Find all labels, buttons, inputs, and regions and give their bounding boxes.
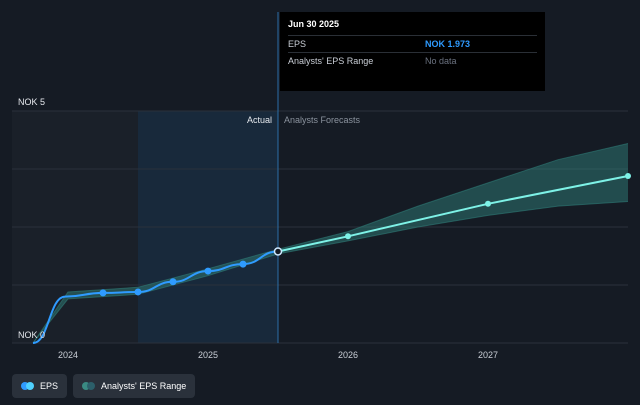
legend: EPS Analysts' EPS Range xyxy=(12,374,196,398)
eps-point[interactable] xyxy=(134,288,142,296)
eps-point[interactable] xyxy=(273,247,283,256)
x-tick-label: 2024 xyxy=(58,350,78,360)
legend-item-range[interactable]: Analysts' EPS Range xyxy=(73,374,196,398)
tooltip-range-value: No data xyxy=(425,56,457,66)
tooltip-date: Jun 30 2025 xyxy=(288,19,340,29)
tooltip-range-label: Analysts' EPS Range xyxy=(288,56,374,66)
y-tick-label-top: NOK 5 xyxy=(18,97,45,107)
legend-item-eps[interactable]: EPS xyxy=(12,374,68,398)
forecast-point[interactable] xyxy=(345,233,351,240)
tooltip-row-range: Analysts' EPS Range No data xyxy=(288,52,537,69)
eps-point[interactable] xyxy=(99,289,107,297)
y-tick-label-bottom: NOK 0 xyxy=(18,330,45,340)
eps-forecast-line xyxy=(277,175,629,253)
eps-point[interactable] xyxy=(239,260,247,268)
tooltip-row-eps: EPS NOK 1.973 xyxy=(288,35,537,52)
eps-legend-icon xyxy=(21,382,34,390)
legend-range-label: Analysts' EPS Range xyxy=(101,381,187,391)
eps-point[interactable] xyxy=(169,278,177,286)
forecast-point[interactable] xyxy=(625,172,631,179)
forecast-label: Analysts Forecasts xyxy=(284,115,361,125)
actual-label: Actual xyxy=(247,115,272,125)
eps-line xyxy=(32,250,279,344)
x-tick-label: 2027 xyxy=(478,350,498,360)
analysts-eps-range-band xyxy=(33,143,628,343)
x-tick-label: 2026 xyxy=(338,350,358,360)
range-legend-icon xyxy=(82,382,96,390)
eps-point[interactable] xyxy=(204,267,212,275)
legend-eps-label: EPS xyxy=(40,381,59,391)
range-band-low-edge xyxy=(32,201,629,344)
tooltip-eps-label: EPS xyxy=(288,39,307,49)
tooltip: Jun 30 2025 EPS NOK 1.973 Analysts' EPS … xyxy=(280,12,545,91)
x-tick-label: 2025 xyxy=(198,350,218,360)
tooltip-eps-value: NOK 1.973 xyxy=(425,39,471,49)
forecast-point[interactable] xyxy=(485,200,491,207)
